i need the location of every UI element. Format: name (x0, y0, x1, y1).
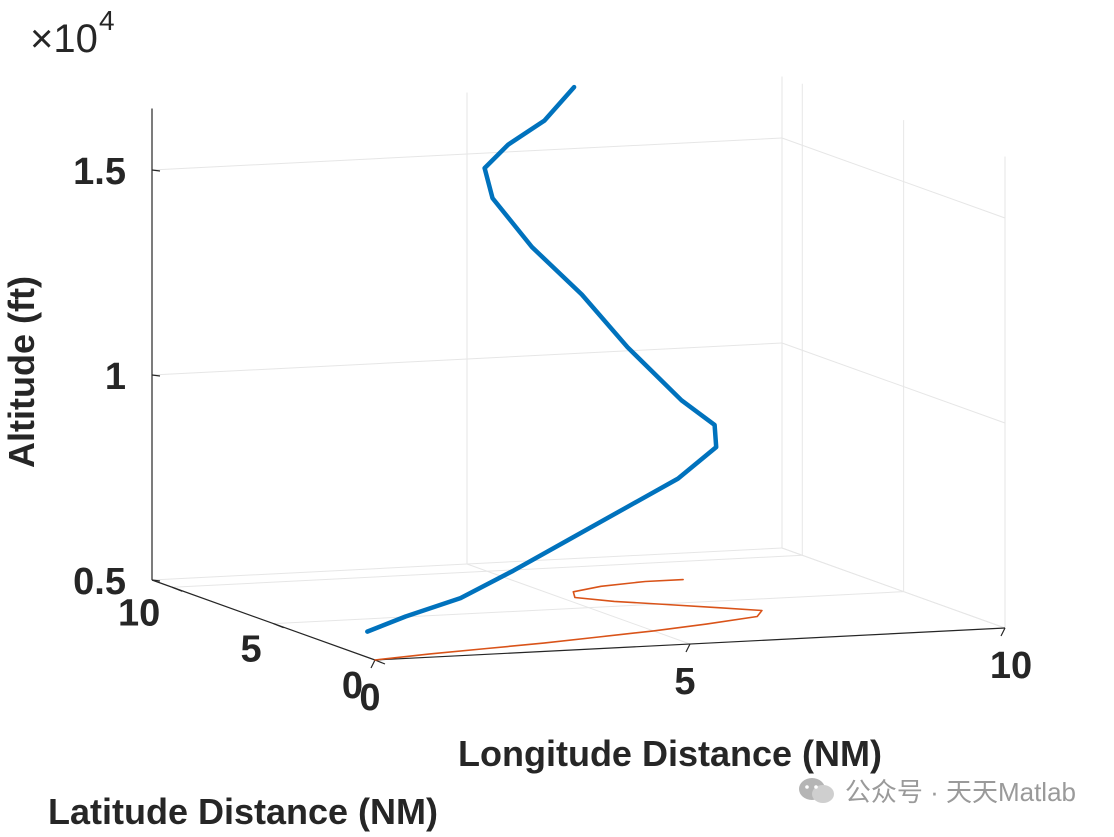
z-tick-mark (151, 579, 161, 582)
x-tick-label: 0 (359, 677, 380, 719)
exponent-power: 4 (99, 5, 115, 36)
y-tick-label: 10 (118, 592, 160, 634)
z-tick-mark (151, 374, 161, 377)
y-tick-mark (172, 586, 183, 592)
grid-lines (151, 76, 1006, 661)
y-tick-mark (374, 659, 386, 665)
watermark-text: 公众号 · 天天Matlab (844, 777, 1076, 807)
exponent-label: ×10 4 (30, 5, 115, 61)
backwall-grid-z (151, 547, 783, 581)
axes (151, 108, 1006, 669)
backwall-grid-z (151, 342, 783, 376)
exponent-base: ×10 (30, 17, 98, 61)
ground-track-line (374, 578, 763, 661)
z-tick-label: 1 (105, 356, 126, 398)
z-axis-label: Altitude (ft) (1, 276, 42, 468)
x-tick-label: 5 (674, 661, 695, 703)
x-tick-mark (685, 643, 691, 653)
x-tick-mark (370, 659, 376, 669)
watermark: 公众号 · 天天Matlab (797, 772, 1076, 809)
sidewall-grid-z (781, 137, 1006, 219)
wechat-icon (798, 777, 834, 803)
floor-grid-y (172, 554, 803, 588)
z-tick-label: 1.5 (73, 151, 126, 193)
backwall-grid-z (151, 137, 783, 171)
x-tick-mark (1000, 627, 1006, 637)
y-axis-line (151, 579, 376, 661)
floor-grid-y (273, 591, 904, 625)
x-tick-label: 10 (990, 645, 1032, 687)
z-tick-mark (151, 169, 161, 172)
series (365, 84, 763, 661)
sidewall-grid-z (781, 547, 1006, 629)
y-tick-label: 0 (342, 665, 363, 707)
y-axis-label: Latitude Distance (NM) (48, 791, 438, 832)
x-axis-label: Longitude Distance (NM) (458, 733, 882, 774)
trajectory-line (365, 84, 719, 634)
z-tick-label: 0.5 (73, 561, 126, 603)
y-tick-label: 5 (240, 629, 261, 671)
sidewall-grid-z (781, 342, 1006, 424)
y-tick-mark (273, 623, 284, 629)
